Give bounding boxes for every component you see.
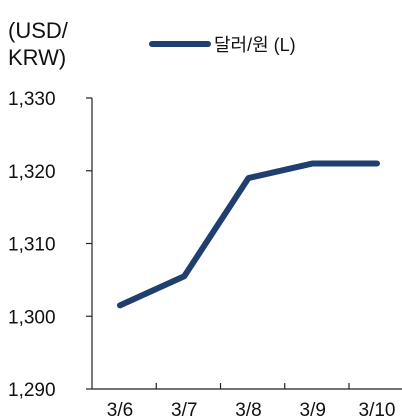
y-tick-label: 1,310 [8,235,56,256]
y-axis: 1,290 1,300 1,310 1,320 1,330 [8,89,93,401]
series-line-usd-krw [117,160,380,309]
y-tick-label: 1,320 [8,162,56,183]
x-axis: 3/6 3/7 3/8 3/9 3/10 [92,383,402,417]
y-tick-label: 1,290 [8,380,56,401]
y-tick-label: 1,330 [8,89,56,110]
x-tick-label: 3/6 [107,400,133,417]
legend-label-usd-krw: 달러/원 (L) [214,35,296,55]
y-tick-label: 1,300 [8,307,56,328]
legend: 달러/원 (L) [149,35,296,55]
x-tick-label: 3/10 [359,400,396,417]
x-tick-label: 3/7 [171,400,197,417]
unit-label-line-2: KRW) [8,45,66,70]
x-tick-label: 3/8 [235,400,261,417]
x-tick-label: 3/9 [300,400,326,417]
unit-label-line-1: (USD/ [8,18,69,43]
plot-area [117,160,380,309]
